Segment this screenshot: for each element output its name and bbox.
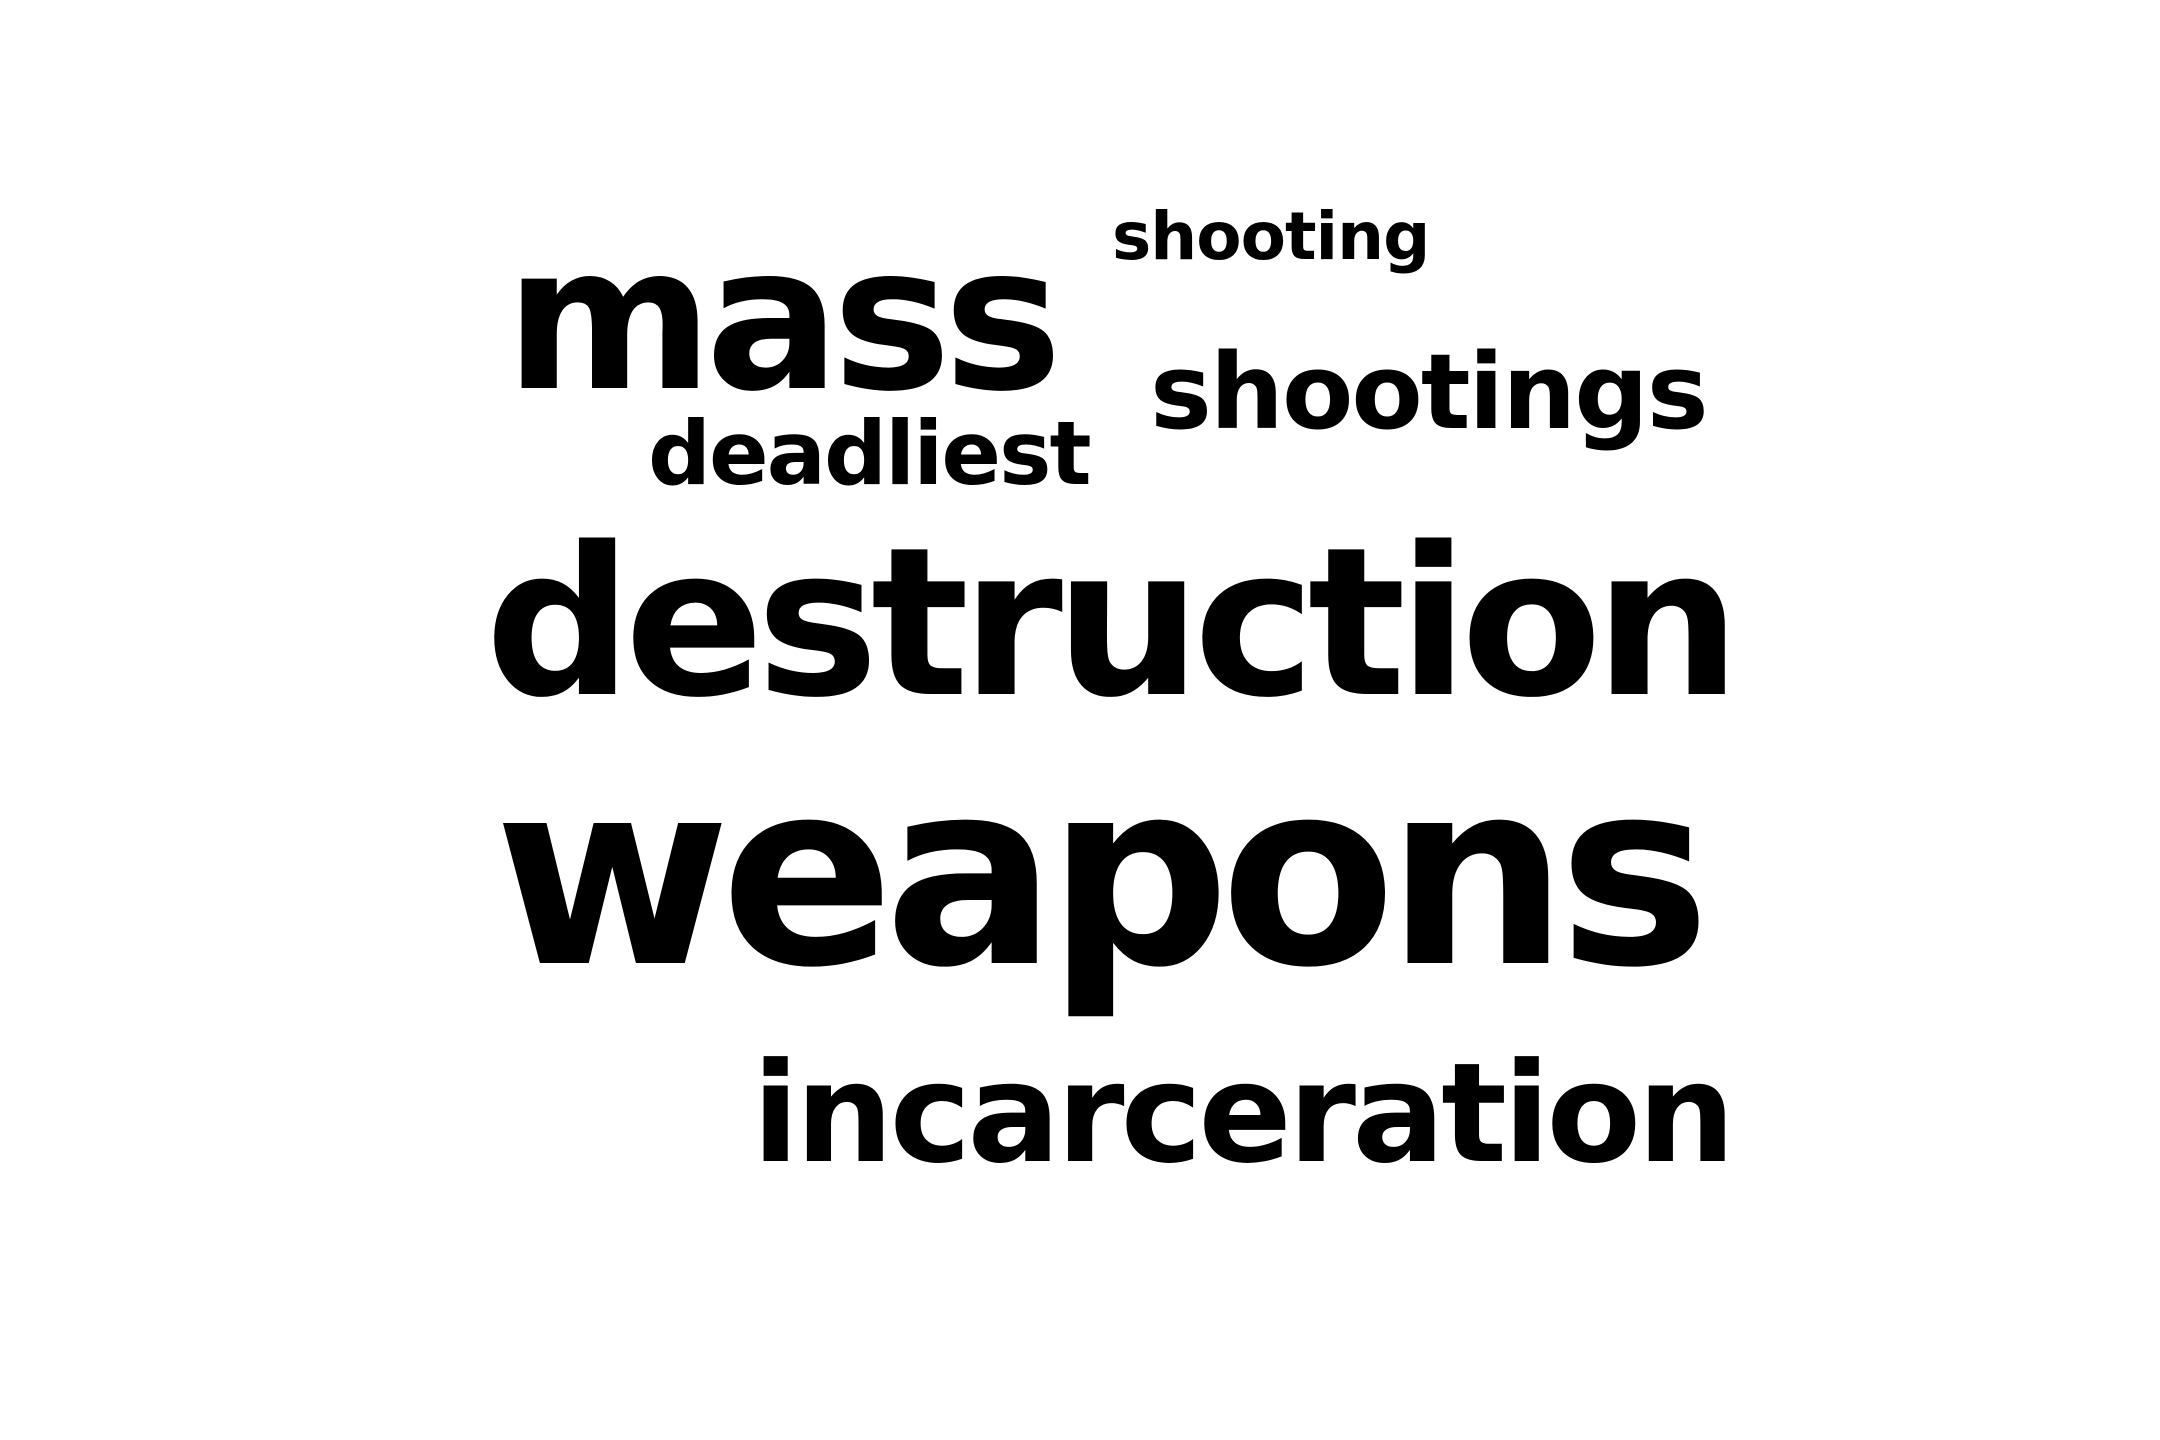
word-incarceration: incarceration: [752, 1033, 1735, 1194]
word-shootings: shootings: [1150, 331, 1709, 453]
word-destruction: destruction: [485, 503, 1741, 743]
word-shooting: shooting: [1112, 198, 1430, 275]
word-weapons: weapons: [494, 726, 1711, 1024]
word-deadliest: deadliest: [648, 402, 1092, 505]
word-mass: mass: [505, 203, 1062, 436]
